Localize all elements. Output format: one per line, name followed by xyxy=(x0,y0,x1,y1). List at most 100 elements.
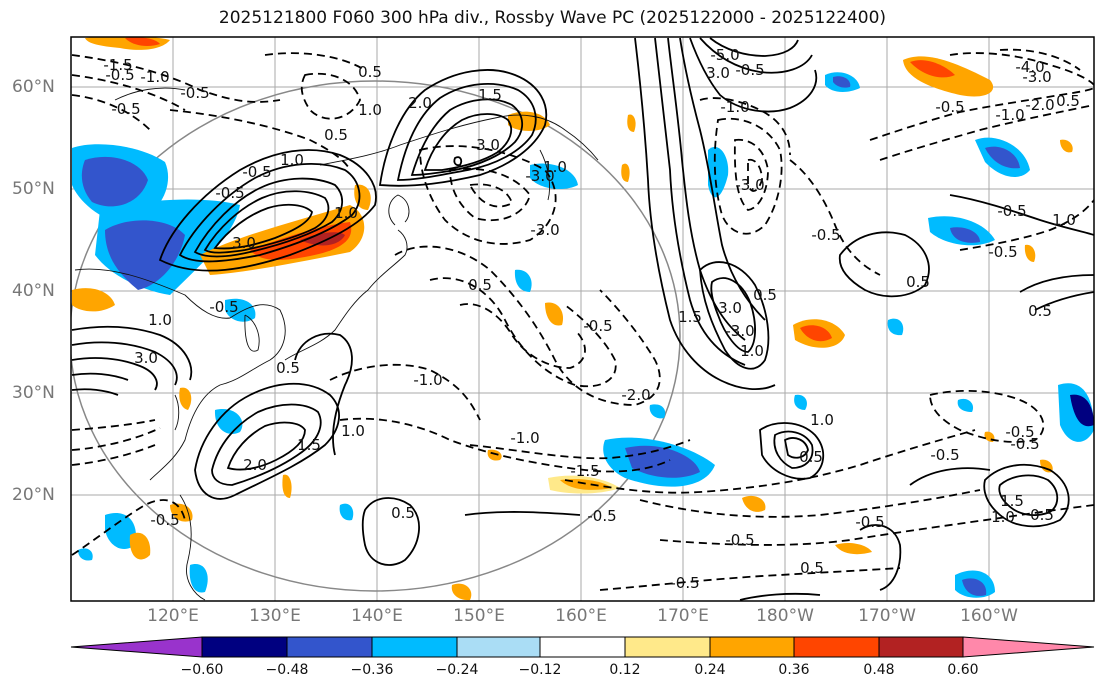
contour-label: -1.0 xyxy=(140,68,169,86)
colorbar-tick: 0.48 xyxy=(863,662,895,678)
colorbar-tick: 0.12 xyxy=(609,662,641,678)
contour-label: -0.5 xyxy=(242,163,271,181)
lon-label: 130°E xyxy=(249,606,301,626)
lon-label: 150°E xyxy=(453,606,505,626)
colorbar-tick: −0.24 xyxy=(435,662,479,678)
contour-label: 1.0 xyxy=(341,422,365,440)
contour-label: 1.0 xyxy=(148,311,172,329)
lon-label: 160°E xyxy=(555,606,607,626)
contour-label: -1.0 xyxy=(720,98,749,116)
lon-label: 120°E xyxy=(147,606,199,626)
colorbar-tick: −0.60 xyxy=(180,662,224,678)
contour-label: -1.0 xyxy=(510,429,539,447)
contour-label: 1.0 xyxy=(991,508,1015,526)
colorbar-tick: −0.36 xyxy=(350,662,394,678)
contour-label: -3.0 xyxy=(735,176,764,194)
contour-label: -0.5 xyxy=(855,513,884,531)
lat-label: 40°N xyxy=(12,281,55,301)
contour-label: -0.5 xyxy=(670,574,699,592)
contour-label: -1.0 xyxy=(413,371,442,389)
contour-label: 0.5 xyxy=(906,273,930,291)
lon-label: 170°W xyxy=(858,606,916,626)
contour-label: 1.0 xyxy=(543,158,567,176)
contour-label: -1.5 xyxy=(103,56,132,74)
contour-label: -0.5 xyxy=(215,184,244,202)
contour-label: -0.5 xyxy=(583,317,612,335)
colorbar-tick: 0.36 xyxy=(778,662,810,678)
map-frame xyxy=(70,36,1095,602)
colorbar-tick: −0.12 xyxy=(518,662,562,678)
contour-label: 1.5 xyxy=(1000,492,1024,510)
contour-label: -5.0 xyxy=(710,46,739,64)
contour-label: 0.5 xyxy=(468,276,492,294)
contour-label: 3.0 xyxy=(232,234,256,252)
contour-label: -3.0 xyxy=(1022,68,1051,86)
colorbar-tick: 0.60 xyxy=(947,662,979,678)
contour-label: -0.5 xyxy=(1010,435,1039,453)
contour-label: 0.5 xyxy=(391,504,415,522)
contour-label: 1.0 xyxy=(358,101,382,119)
rossby-wave-region-circle xyxy=(71,80,681,592)
contour-label: -3.0 xyxy=(725,322,754,340)
contour-label: -0.5 xyxy=(587,507,616,525)
contour-label: -0.5 xyxy=(930,446,959,464)
contour-label: -0.5 xyxy=(1005,423,1034,441)
contour-label: -2.0 xyxy=(1025,96,1054,114)
colorbar-segment xyxy=(624,636,711,658)
contour-label: 3.0 xyxy=(706,64,730,82)
colorbar-segment xyxy=(539,636,626,658)
lon-label: 180°W xyxy=(756,606,814,626)
contour-label: 1.5 xyxy=(678,308,702,326)
contour-label: 3.0 xyxy=(718,299,742,317)
colorbar-segment xyxy=(793,636,880,658)
colorbar-segment xyxy=(962,636,1095,658)
lat-label: 20°N xyxy=(12,485,55,505)
contour-label: -0.5 xyxy=(988,243,1017,261)
contour-label: 2.0 xyxy=(243,456,267,474)
contour-label: -0.5 xyxy=(150,511,179,529)
colorbar-segment xyxy=(371,636,458,658)
contour-label: 3.0 xyxy=(134,349,158,367)
contour-label: -0.5 xyxy=(811,226,840,244)
contour-label: -0.5 xyxy=(725,531,754,549)
contour-label: -1.0 xyxy=(995,106,1024,124)
lon-label: 170°E xyxy=(657,606,709,626)
shaded-divergence-field xyxy=(72,37,1094,601)
contour-label: 0.5 xyxy=(1028,302,1052,320)
contour-label: 1.0 xyxy=(810,411,834,429)
contour-label: 0.5 xyxy=(800,559,824,577)
negative-contours xyxy=(71,48,1094,591)
contour-label: -4.0 xyxy=(1015,58,1044,76)
colorbar-segment xyxy=(286,636,373,658)
contour-label: 0.5 xyxy=(324,126,348,144)
lon-label: 160°W xyxy=(960,606,1018,626)
contour-label: -0.5 xyxy=(209,298,238,316)
contour-label: 0.5 xyxy=(276,359,300,377)
contour-label: 0.5 xyxy=(753,286,777,304)
colorbar-segment xyxy=(709,636,795,658)
contour-label: 1.5 xyxy=(297,436,321,454)
contour-label: 2.0 xyxy=(408,94,432,112)
colorbar-tick: −0.48 xyxy=(265,662,309,678)
contour-label: 1.0 xyxy=(334,204,358,222)
coastlines xyxy=(74,87,599,601)
lat-label: 60°N xyxy=(12,77,55,97)
lon-label: 140°E xyxy=(351,606,403,626)
contour-label: -0.5 xyxy=(180,84,209,102)
contour-label: -0.5 xyxy=(935,98,964,116)
contour-label: 1.0 xyxy=(280,151,304,169)
colorbar-segment xyxy=(70,636,203,658)
lat-label: 30°N xyxy=(12,383,55,403)
contour-label: -0.5 xyxy=(105,66,134,84)
contour-label: 0.5 xyxy=(1056,92,1080,110)
contour-label: 0.5 xyxy=(1030,506,1054,524)
contour-label: 0.5 xyxy=(799,448,823,466)
contour-label: 0.5 xyxy=(358,63,382,81)
colorbar-tick: 0.24 xyxy=(694,662,726,678)
contour-label: -0.5 xyxy=(997,202,1026,220)
positive-contours xyxy=(71,37,1094,601)
contour-label: -3.0 xyxy=(525,167,554,185)
contour-label: 3.0 xyxy=(476,136,500,154)
lat-label: 50°N xyxy=(12,179,55,199)
